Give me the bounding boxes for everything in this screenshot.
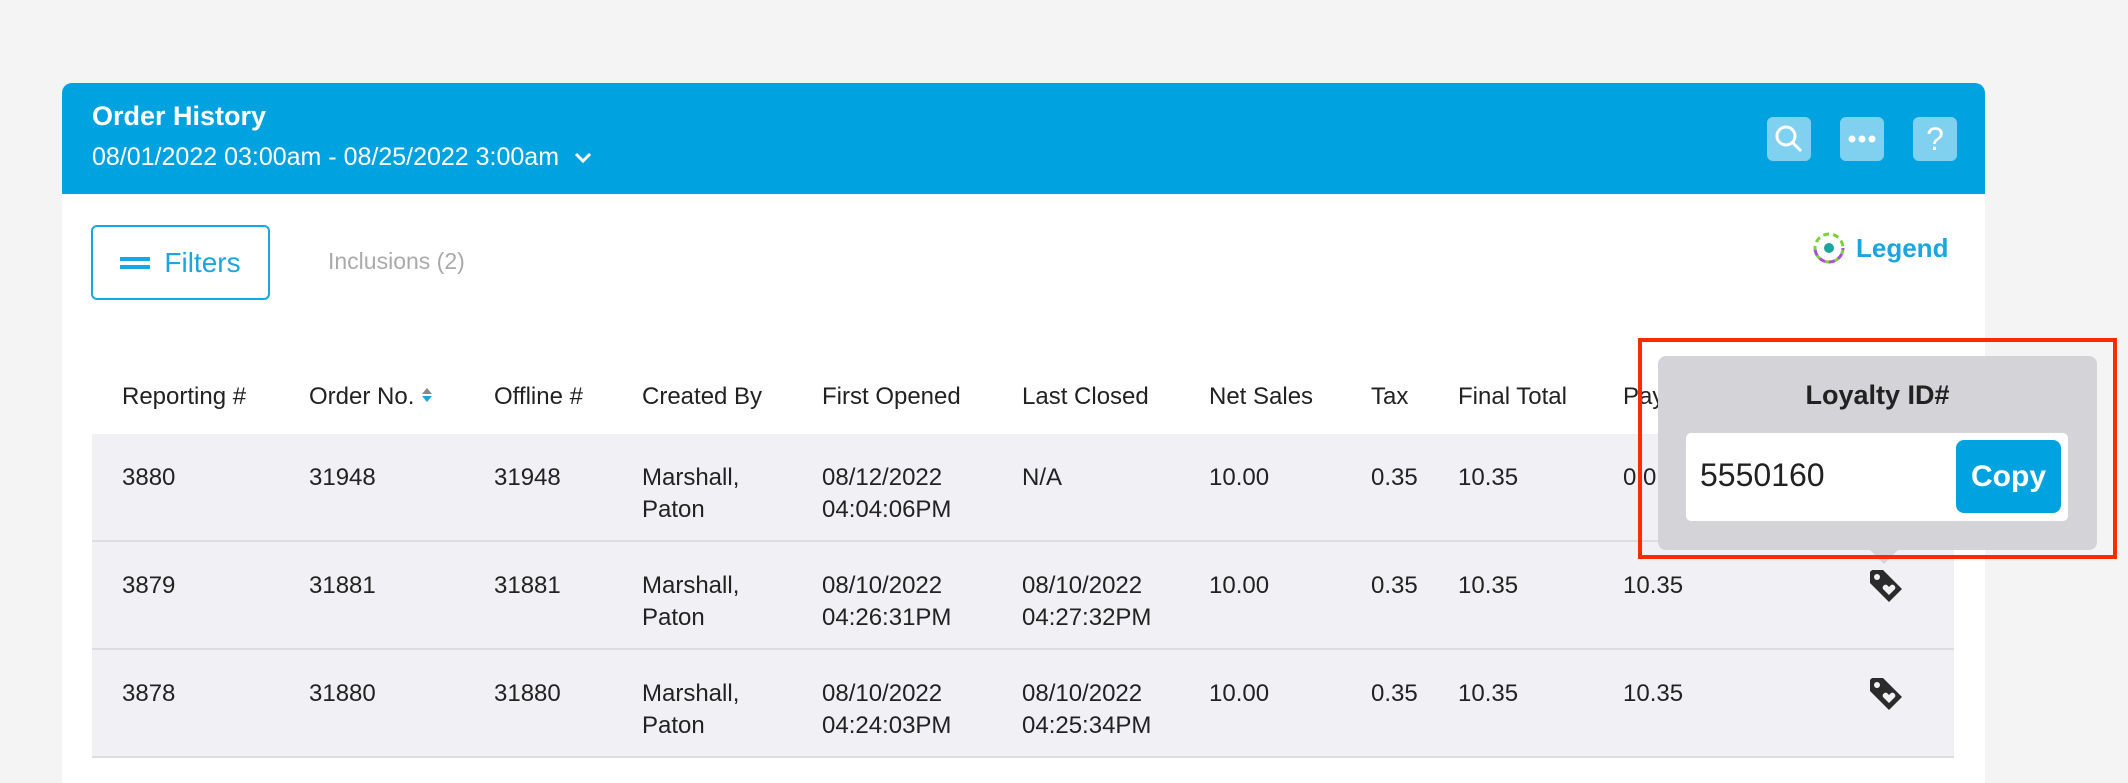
page-title: Order History <box>92 101 267 131</box>
table-cell-offline: 31948 <box>494 464 561 491</box>
loyalty-id-field: 5550160 Copy <box>1686 433 2068 521</box>
copy-button[interactable]: Copy <box>1956 440 2061 513</box>
table-cell-net: 10.00 <box>1209 680 1270 707</box>
loyalty-tag-icon[interactable] <box>1867 568 1905 606</box>
table-cell-first-opened: 08/10/2022 04:26:31PM <box>822 570 951 634</box>
cell-line: Marshall, <box>642 572 740 599</box>
cell-line: 08/10/2022 <box>822 572 943 599</box>
popover-title: Loyalty ID# <box>1805 380 1950 410</box>
cell-line: 04:25:34PM <box>1022 712 1152 739</box>
table-row[interactable]: 3879 31881 31881 Marshall, Paton 08/10/2022 04… <box>92 542 1954 650</box>
table-cell-first-opened: 08/10/2022 04:24:03PM <box>822 678 951 742</box>
table-cell-offline: 31880 <box>494 680 561 707</box>
cell-line: 08/12/2022 <box>822 464 943 491</box>
date-range-selector[interactable]: 08/01/2022 03:00am - 08/25/2022 3:00am <box>92 143 593 172</box>
column-header[interactable]: Pay <box>1623 383 1665 410</box>
table-cell-total: 10.35 <box>1458 572 1519 599</box>
table-header-row: Reporting # Order No. Offline # Created … <box>92 351 1954 434</box>
column-header[interactable]: Created By <box>642 383 763 410</box>
cell-line: 08/10/2022 <box>1022 572 1143 599</box>
table-row[interactable]: 3880 31948 31948 Marshall, Paton 08/12/2022 04… <box>92 434 1954 542</box>
panel-header: Order History 08/01/2022 03:00am - 08/25… <box>62 83 1985 194</box>
cell-line: N/A <box>1022 464 1063 491</box>
table-cell-created-by: Marshall, Paton <box>642 570 739 634</box>
table-cell-total: 10.35 <box>1458 464 1519 491</box>
date-range-text: 08/01/2022 03:00am - 08/25/2022 3:00am <box>92 143 560 171</box>
table-cell-pay: 10.35 <box>1623 572 1684 599</box>
column-header[interactable]: Last Closed <box>1022 383 1149 410</box>
column-header[interactable]: Net Sales <box>1209 383 1314 410</box>
highlight-box <box>1638 338 2117 559</box>
legend-label: Legend <box>1856 232 1949 263</box>
table-cell-created-by: Marshall, Paton <box>642 678 739 742</box>
cell-line: Paton <box>642 496 705 523</box>
column-header[interactable]: Tax <box>1371 383 1409 410</box>
cell-line: 08/10/2022 <box>1022 680 1143 707</box>
sort-icon <box>422 388 433 402</box>
table-cell-reporting: 3878 <box>122 680 176 707</box>
cell-line: Marshall, <box>642 680 740 707</box>
column-header[interactable]: First Opened <box>822 383 961 410</box>
table-cell-tax: 0.35 <box>1371 572 1418 599</box>
table-cell-last-closed: 08/10/2022 04:25:34PM <box>1022 678 1151 742</box>
cell-line: 04:27:32PM <box>1022 604 1152 631</box>
more-button[interactable] <box>1840 117 1884 161</box>
table-cell-first-opened: 08/12/2022 04:04:06PM <box>822 462 951 526</box>
menu-icon <box>120 256 151 269</box>
cell-line: Paton <box>642 604 705 631</box>
table-cell-order: 31880 <box>309 680 376 707</box>
loyalty-tag-icon[interactable] <box>1867 676 1905 714</box>
cell-line: Marshall, <box>642 464 740 491</box>
table-cell-last-closed: 08/10/2022 04:27:32PM <box>1022 570 1151 634</box>
table-cell-tax: 0.35 <box>1371 464 1418 491</box>
table-cell-net: 10.00 <box>1209 464 1270 491</box>
orders-table: Reporting # Order No. Offline # Created … <box>92 351 1954 758</box>
table-cell-order: 31881 <box>309 572 376 599</box>
table-cell-order: 31948 <box>309 464 376 491</box>
cell-line: Paton <box>642 712 705 739</box>
filters-label: Filters <box>164 246 241 278</box>
table-cell-last-closed: N/A <box>1022 462 1062 494</box>
more-icon <box>1848 135 1876 143</box>
table-cell-net: 10.00 <box>1209 572 1270 599</box>
table-cell-reporting: 3879 <box>122 572 176 599</box>
table-cell-tax: 0.35 <box>1371 680 1418 707</box>
legend-icon <box>1813 232 1845 264</box>
table-row[interactable]: 3878 31880 31880 Marshall, Paton 08/10/2022 04… <box>92 650 1954 758</box>
column-header[interactable]: Final Total <box>1458 383 1567 410</box>
inclusions-link[interactable]: Inclusions (2) <box>328 248 465 274</box>
search-button[interactable] <box>1767 117 1811 161</box>
cell-line: 04:26:31PM <box>822 604 952 631</box>
column-header-order-no[interactable]: Order No. <box>309 381 433 413</box>
help-icon: ? <box>1926 120 1944 157</box>
cell-line: 08/10/2022 <box>822 680 943 707</box>
column-header[interactable]: Reporting # <box>122 383 247 410</box>
table-cell-offline: 31881 <box>494 572 561 599</box>
table-cell-pay: 10.35 <box>1623 680 1684 707</box>
column-header[interactable]: Offline # <box>494 383 583 410</box>
legend-button[interactable]: Legend <box>1812 231 1948 265</box>
cell-line: 04:04:06PM <box>822 496 952 523</box>
loyalty-id-popover: Loyalty ID# 5550160 Copy <box>1658 356 2097 564</box>
chevron-down-icon <box>574 152 592 163</box>
filters-button[interactable]: Filters <box>91 225 270 300</box>
search-icon <box>1775 125 1803 153</box>
table-cell-total: 10.35 <box>1458 680 1519 707</box>
loyalty-id-value[interactable]: 5550160 <box>1700 457 1825 493</box>
table-cell-created-by: Marshall, Paton <box>642 462 739 526</box>
cell-line: 04:24:03PM <box>822 712 952 739</box>
help-button[interactable]: ? <box>1913 117 1957 161</box>
table-cell-reporting: 3880 <box>122 464 176 491</box>
